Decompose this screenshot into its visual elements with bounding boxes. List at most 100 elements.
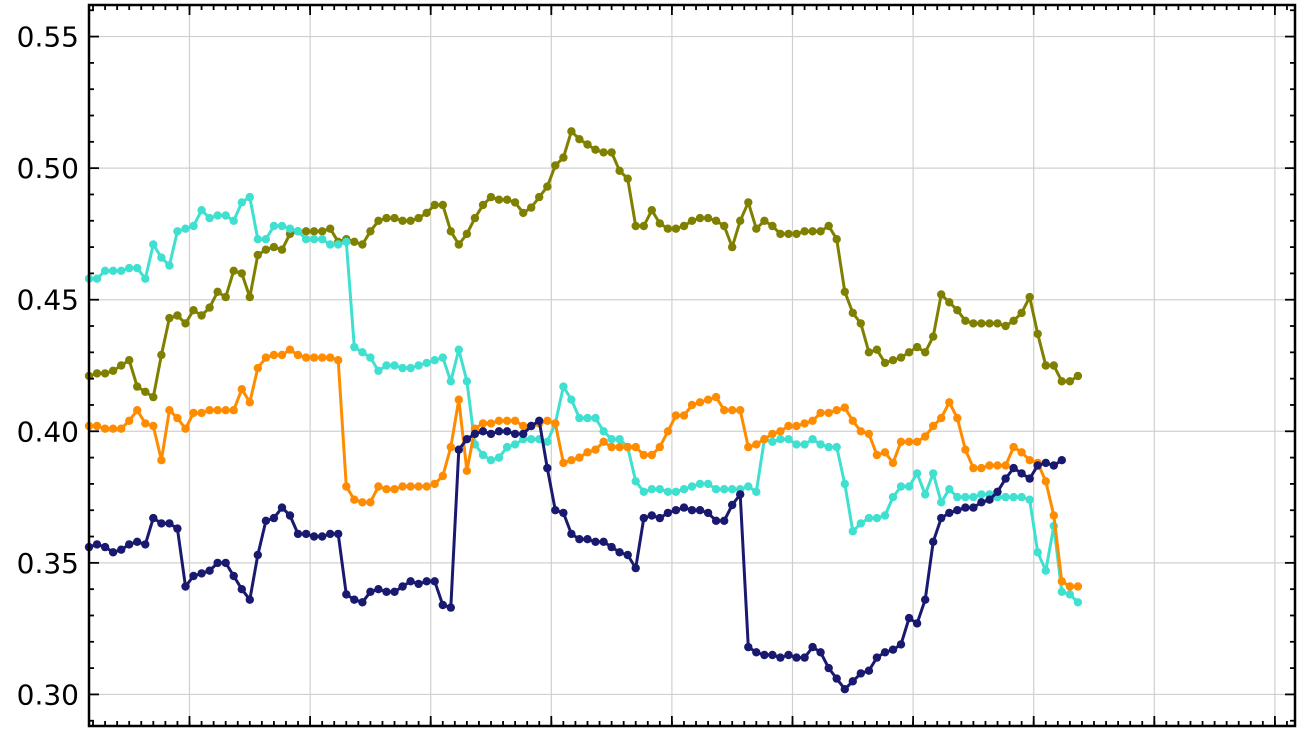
data-point bbox=[607, 542, 616, 552]
data-point bbox=[800, 227, 809, 236]
data-point bbox=[446, 227, 455, 236]
data-point bbox=[108, 548, 118, 557]
data-point bbox=[687, 482, 697, 491]
data-point bbox=[896, 353, 906, 362]
data-point bbox=[848, 308, 857, 318]
data-point bbox=[840, 287, 849, 296]
data-point bbox=[92, 274, 102, 283]
data-point bbox=[1057, 587, 1067, 596]
data-point bbox=[173, 413, 182, 423]
data-point bbox=[422, 208, 431, 218]
data-point bbox=[173, 311, 182, 320]
data-point bbox=[808, 642, 817, 652]
data-point bbox=[591, 413, 600, 423]
data-point bbox=[205, 303, 214, 312]
data-point bbox=[679, 485, 689, 494]
series-group bbox=[84, 127, 1083, 694]
data-point bbox=[945, 298, 954, 307]
data-point bbox=[575, 453, 584, 462]
data-point bbox=[559, 382, 568, 391]
data-point bbox=[342, 590, 351, 599]
data-point bbox=[623, 174, 632, 183]
data-point bbox=[245, 398, 254, 407]
data-point bbox=[390, 587, 399, 596]
data-point bbox=[149, 240, 158, 249]
data-point bbox=[494, 427, 504, 436]
data-point bbox=[720, 516, 729, 525]
data-point bbox=[728, 500, 737, 510]
data-point bbox=[535, 416, 544, 425]
data-point bbox=[551, 419, 560, 428]
data-point bbox=[840, 685, 849, 694]
data-point bbox=[615, 548, 624, 557]
data-point bbox=[872, 513, 882, 523]
data-point bbox=[1017, 492, 1026, 502]
data-point bbox=[1009, 316, 1018, 325]
data-point bbox=[567, 395, 576, 404]
data-point bbox=[350, 595, 359, 604]
data-point bbox=[277, 221, 287, 231]
data-point bbox=[744, 482, 753, 491]
data-point bbox=[575, 413, 584, 423]
data-point bbox=[599, 537, 608, 546]
data-point bbox=[800, 653, 809, 662]
data-point bbox=[687, 216, 697, 225]
data-point bbox=[229, 406, 238, 415]
data-point bbox=[808, 416, 817, 425]
data-point bbox=[687, 506, 697, 515]
data-point bbox=[752, 224, 761, 233]
data-point bbox=[502, 195, 512, 204]
data-point bbox=[695, 213, 705, 223]
data-point bbox=[277, 503, 287, 512]
y-tick-label: 0.55 bbox=[17, 21, 79, 54]
data-point bbox=[309, 235, 319, 244]
data-point bbox=[896, 437, 906, 446]
data-point bbox=[800, 419, 809, 428]
data-point bbox=[703, 213, 713, 223]
data-point bbox=[969, 503, 978, 512]
data-point bbox=[953, 492, 962, 502]
data-point bbox=[615, 442, 624, 452]
data-point bbox=[309, 353, 319, 362]
data-point bbox=[358, 348, 367, 357]
data-point bbox=[671, 487, 681, 496]
data-point bbox=[760, 216, 769, 225]
data-point bbox=[117, 361, 126, 370]
y-axis-labels: 0.30 0.35 0.40 0.45 0.50 0.55 bbox=[17, 21, 79, 712]
data-point bbox=[1025, 456, 1034, 465]
data-point bbox=[519, 429, 528, 439]
data-point bbox=[985, 495, 994, 504]
data-point bbox=[454, 345, 463, 354]
data-point bbox=[583, 535, 592, 544]
data-point bbox=[647, 206, 656, 215]
data-point bbox=[607, 148, 616, 157]
data-point bbox=[406, 363, 415, 373]
data-point bbox=[486, 456, 496, 465]
data-point bbox=[494, 195, 504, 204]
data-point bbox=[157, 350, 166, 360]
data-point bbox=[108, 266, 118, 275]
data-point bbox=[872, 653, 882, 662]
data-point bbox=[446, 603, 455, 612]
data-point bbox=[237, 198, 246, 207]
data-point bbox=[293, 227, 303, 236]
data-point bbox=[985, 461, 994, 470]
y-tick-label: 0.50 bbox=[17, 152, 79, 185]
data-point bbox=[921, 432, 930, 441]
data-point bbox=[277, 245, 287, 254]
data-point bbox=[301, 353, 311, 362]
data-point bbox=[736, 406, 745, 415]
data-point bbox=[165, 406, 174, 415]
data-point bbox=[695, 479, 705, 489]
data-point bbox=[478, 200, 488, 210]
data-point bbox=[977, 490, 986, 499]
data-point bbox=[752, 440, 761, 449]
data-point bbox=[864, 666, 874, 675]
data-point bbox=[655, 219, 664, 228]
data-point bbox=[245, 192, 254, 202]
data-point bbox=[157, 253, 166, 262]
data-point bbox=[197, 206, 206, 215]
data-point bbox=[776, 427, 785, 436]
data-point bbox=[92, 540, 102, 549]
